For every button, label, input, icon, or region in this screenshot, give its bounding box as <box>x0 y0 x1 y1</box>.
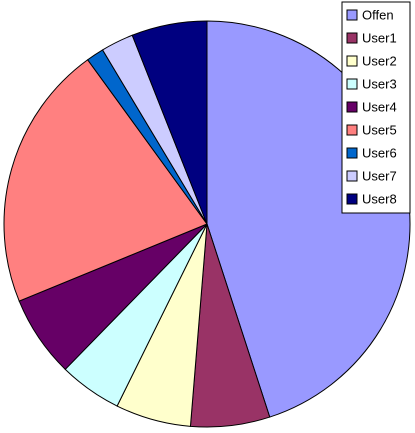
legend-label: User4 <box>362 99 397 114</box>
legend-swatch <box>346 101 358 113</box>
legend-label: User3 <box>362 76 397 91</box>
pie-slice <box>3 59 208 302</box>
legend-swatch <box>346 55 358 67</box>
legend-swatch <box>346 9 358 21</box>
legend-label: User1 <box>362 30 397 45</box>
legend-swatch <box>346 147 358 159</box>
legend-label: User7 <box>362 168 397 183</box>
legend-label: User5 <box>362 122 397 137</box>
legend-swatch <box>346 78 358 90</box>
legend-swatch <box>346 170 358 182</box>
legend-label: Offen <box>362 7 394 22</box>
legend-label: User8 <box>362 191 397 206</box>
legend-swatch <box>346 32 358 44</box>
legend-swatch <box>346 124 358 136</box>
pie-slice <box>131 20 208 225</box>
legend-swatch <box>346 193 358 205</box>
legend-label: User6 <box>362 145 397 160</box>
legend-label: User2 <box>362 53 397 68</box>
